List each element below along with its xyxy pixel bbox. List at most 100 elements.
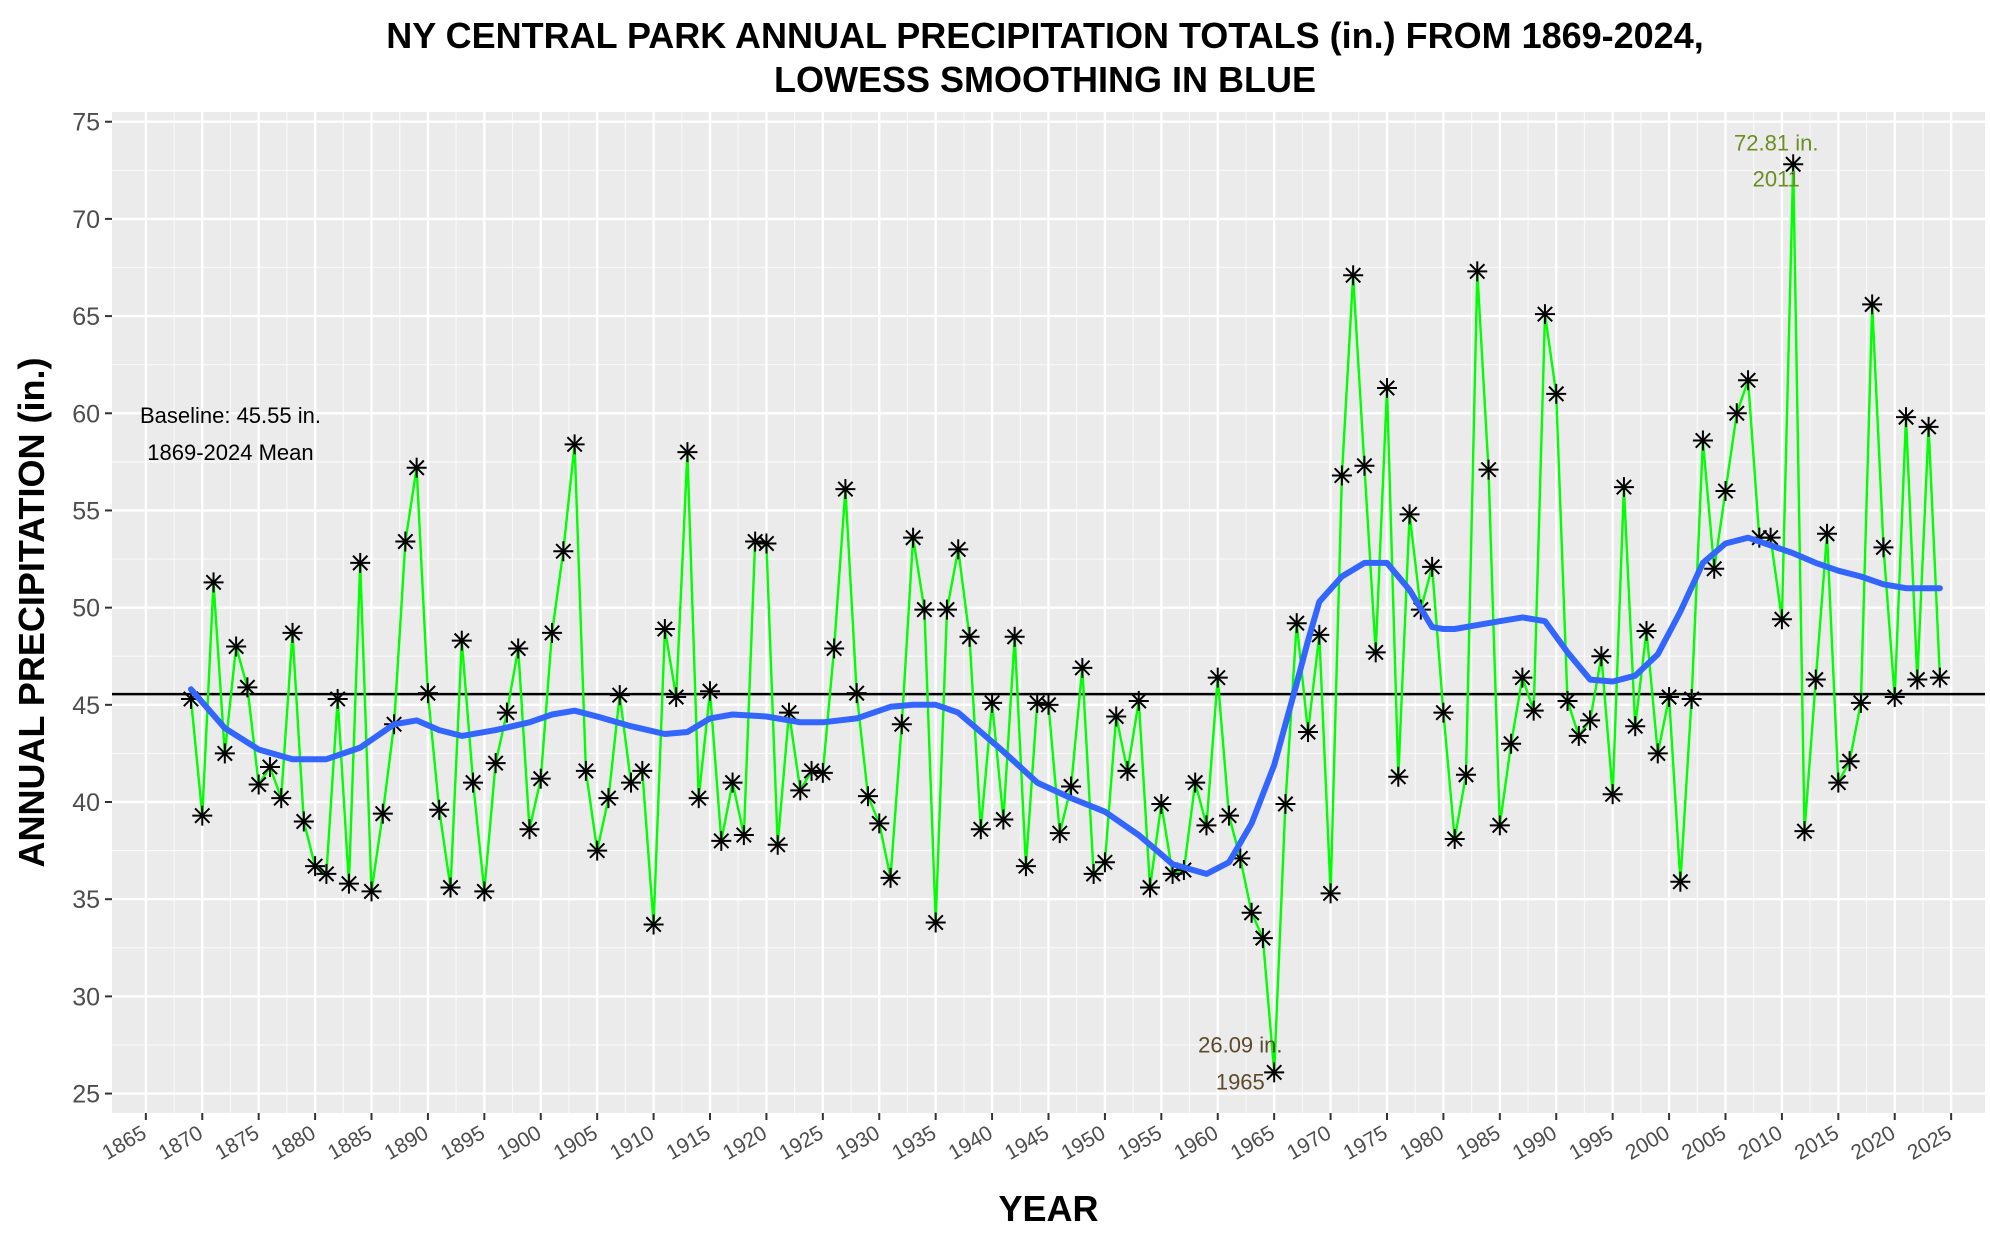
y-tick-label: 25 [72, 1081, 100, 1109]
data-point [248, 774, 269, 795]
x-tick-label: 1950 [1057, 1121, 1109, 1164]
data-point [993, 809, 1014, 830]
data-point [609, 685, 630, 706]
y-tick-label: 35 [72, 886, 100, 914]
x-tick-label: 1915 [663, 1121, 715, 1164]
data-point [1185, 772, 1206, 793]
data-point [1591, 646, 1612, 667]
data-point [1647, 743, 1668, 764]
data-point [1320, 883, 1341, 904]
data-point [226, 636, 247, 657]
chart-title-line2: LOWESS SMOOTHING IN BLUE [773, 59, 1316, 100]
data-point [417, 683, 438, 704]
data-point [1455, 764, 1476, 785]
data-point [1038, 694, 1059, 715]
data-point [1681, 688, 1702, 709]
data-point [1072, 657, 1093, 678]
data-point [1207, 667, 1228, 688]
x-tick-label: 1940 [945, 1121, 997, 1164]
x-tick-label: 1870 [155, 1121, 207, 1164]
chart-title-line1: NY CENTRAL PARK ANNUAL PRECIPITATION TOT… [386, 15, 1704, 56]
data-point [959, 626, 980, 647]
x-tick-label: 1890 [380, 1121, 432, 1164]
y-tick-label: 30 [72, 983, 100, 1011]
max-annotation-year: 2011 [1753, 166, 1800, 191]
data-point [1399, 504, 1420, 525]
data-point [508, 638, 529, 659]
data-point [880, 867, 901, 888]
data-point [1241, 902, 1262, 923]
data-point [1264, 1062, 1285, 1083]
x-tick-label: 1970 [1283, 1121, 1335, 1164]
data-point [1771, 609, 1792, 630]
x-tick-label: 1935 [888, 1121, 940, 1164]
x-tick-label: 1990 [1509, 1121, 1561, 1164]
x-tick-label: 1980 [1396, 1121, 1448, 1164]
x-tick-label: 2000 [1622, 1121, 1674, 1164]
data-point [1715, 481, 1736, 502]
data-point [767, 834, 788, 855]
data-point [237, 677, 258, 698]
x-tick-label: 2005 [1678, 1121, 1730, 1164]
data-point [496, 702, 517, 723]
data-point [1275, 793, 1296, 814]
data-point [530, 768, 551, 789]
x-tick-label: 1875 [211, 1121, 263, 1164]
data-point [688, 788, 709, 809]
data-point [857, 786, 878, 807]
data-point [1783, 154, 1804, 175]
y-tick-label: 50 [72, 595, 100, 623]
data-point [372, 803, 393, 824]
data-point [1850, 692, 1871, 713]
x-tick-label: 1895 [437, 1121, 489, 1164]
x-tick-label: 1900 [493, 1121, 545, 1164]
data-point [406, 457, 427, 478]
data-point [1534, 304, 1555, 325]
data-point [1489, 815, 1510, 836]
x-tick-label: 1920 [719, 1121, 771, 1164]
data-point [1106, 706, 1127, 727]
data-point [575, 760, 596, 781]
y-tick-label: 45 [72, 692, 100, 720]
y-tick-label: 65 [72, 303, 100, 331]
data-point [891, 714, 912, 735]
data-point [463, 772, 484, 793]
data-point [790, 780, 811, 801]
data-point [1376, 378, 1397, 399]
data-point [846, 683, 867, 704]
x-tick-label: 2020 [1847, 1121, 1899, 1164]
data-point [1929, 667, 1950, 688]
data-point [1884, 687, 1905, 708]
data-point [305, 856, 326, 877]
x-tick-label: 1995 [1565, 1121, 1617, 1164]
data-point [1918, 416, 1939, 437]
data-point [1433, 702, 1454, 723]
data-point [1828, 772, 1849, 793]
data-point [1128, 690, 1149, 711]
x-tick-label: 1955 [1114, 1121, 1166, 1164]
x-tick-label: 2010 [1734, 1121, 1786, 1164]
y-tick-label: 55 [72, 497, 100, 525]
y-axis: 25 30 35 40 45 50 55 60 65 70 75 [72, 109, 112, 1109]
data-point [1117, 760, 1138, 781]
data-point [1523, 700, 1544, 721]
data-point [733, 825, 754, 846]
data-point [564, 434, 585, 455]
lowess-line [188, 534, 1943, 877]
data-point [282, 622, 303, 643]
data-point [914, 599, 935, 620]
data-point [835, 479, 856, 500]
data-point [1659, 687, 1680, 708]
data-point [350, 552, 371, 573]
data-point [869, 813, 890, 834]
x-tick-label: 1885 [324, 1121, 376, 1164]
x-tick-label: 1945 [1001, 1121, 1053, 1164]
x-tick-label: 1975 [1340, 1121, 1392, 1164]
data-point [903, 527, 924, 548]
data-point [666, 687, 687, 708]
data-point [327, 688, 348, 709]
data-point [1501, 733, 1522, 754]
data-point [1568, 725, 1589, 746]
data-point [1805, 669, 1826, 690]
